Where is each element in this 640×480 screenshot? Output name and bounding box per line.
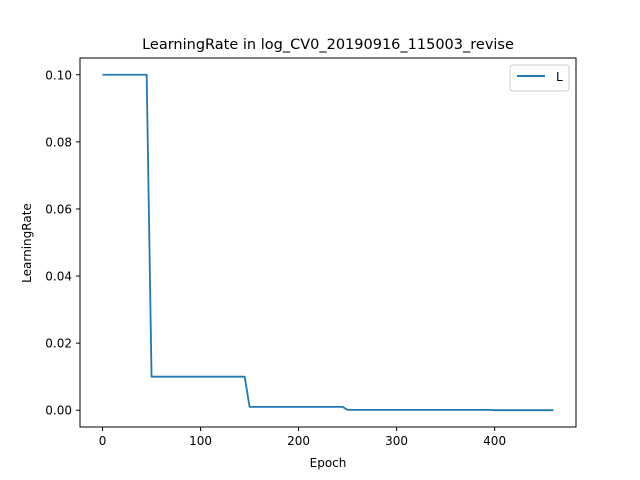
- y-tick-label: 0.10: [45, 68, 72, 82]
- x-tick-label: 0: [99, 434, 107, 448]
- x-tick-label: 100: [189, 434, 212, 448]
- plot-frame: [79, 57, 577, 428]
- series-group: [102, 73, 554, 412]
- y-axis-label: LearningRate: [20, 203, 34, 283]
- legend-label-L: L: [556, 70, 563, 84]
- x-tick-label: 200: [287, 434, 310, 448]
- chart-title: LearningRate in log_CV0_20190916_115003_…: [142, 37, 514, 53]
- x-axis-ticks: 0 100 200 300 400: [99, 427, 506, 448]
- legend: L: [509, 64, 570, 92]
- x-axis-label: Epoch: [310, 456, 347, 470]
- legend-box: [509, 64, 570, 92]
- x-tick-label: 400: [483, 434, 506, 448]
- y-tick-label: 0.00: [45, 404, 72, 418]
- y-tick-label: 0.04: [45, 270, 72, 284]
- y-tick-label: 0.02: [45, 337, 72, 351]
- series-line-L: [102, 73, 554, 412]
- x-tick-label: 300: [385, 434, 408, 448]
- y-tick-label: 0.06: [45, 202, 72, 216]
- y-axis-ticks: 0.00 0.02 0.04 0.06 0.08 0.10: [45, 68, 80, 418]
- y-tick-label: 0.08: [45, 135, 72, 149]
